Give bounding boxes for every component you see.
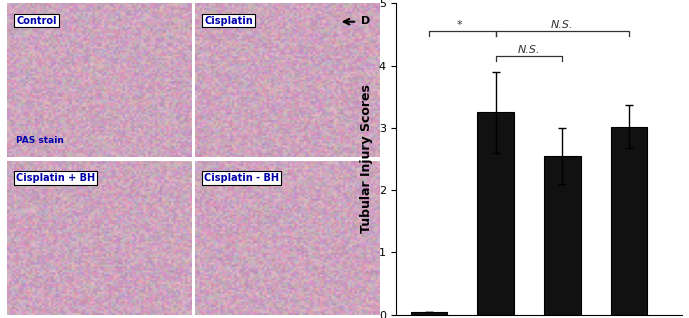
Text: Control: Control xyxy=(16,16,56,25)
Text: Cisplatin: Cisplatin xyxy=(204,16,253,25)
Text: PAS stain: PAS stain xyxy=(16,136,64,145)
Bar xyxy=(544,156,581,315)
Text: Cisplatin + BH: Cisplatin + BH xyxy=(16,173,95,183)
Text: D: D xyxy=(361,16,370,25)
Text: *: * xyxy=(456,20,462,30)
Y-axis label: Tubular Injury Scores: Tubular Injury Scores xyxy=(360,85,373,233)
Text: N.S.: N.S. xyxy=(517,45,540,55)
Bar xyxy=(610,127,647,315)
Text: N.S.: N.S. xyxy=(551,20,573,30)
Bar xyxy=(477,112,514,315)
Text: Cisplatin - BH: Cisplatin - BH xyxy=(204,173,279,183)
Bar xyxy=(411,312,447,315)
